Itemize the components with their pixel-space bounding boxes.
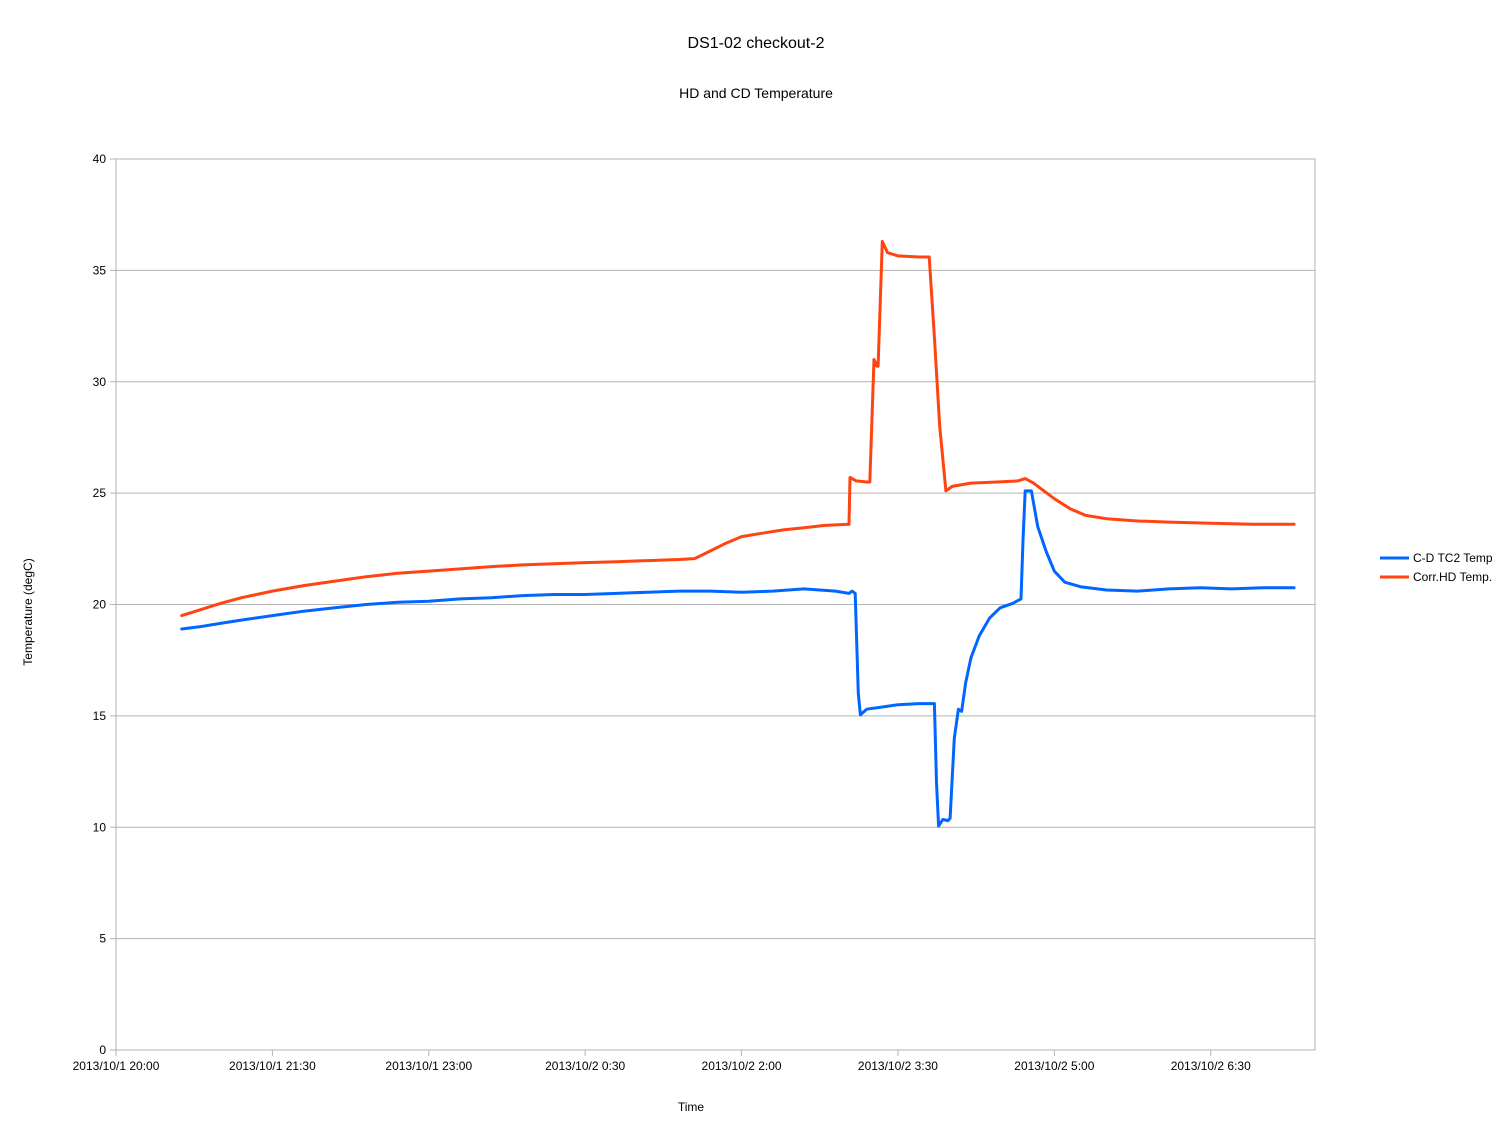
y-tick-label: 35 (93, 263, 107, 277)
y-tick-label: 40 (93, 152, 107, 166)
y-tick-label: 10 (93, 820, 107, 834)
series-line-2 (180, 239, 1296, 618)
y-tick-label: 25 (93, 486, 107, 500)
y-axis-title: Temperature (degC) (21, 558, 35, 665)
y-tick-label: 30 (93, 375, 107, 389)
y-tick-label: 5 (99, 932, 106, 946)
legend-label: Corr.HD Temp. (1413, 570, 1492, 584)
legend-label: C-D TC2 Temp (1413, 551, 1493, 565)
y-tick-label: 0 (99, 1043, 106, 1057)
x-axis-title: Time (678, 1100, 705, 1114)
legend: C-D TC2 Temp Corr.HD Temp. (1380, 551, 1493, 584)
gridlines (116, 269, 1315, 940)
x-axis: 2013/10/1 20:00 2013/10/1 21:30 2013/10/1 … (73, 1050, 1251, 1073)
x-tick-label: 2013/10/2 6:30 (1171, 1059, 1251, 1073)
x-tick-label: 2013/10/1 21:30 (229, 1059, 316, 1073)
series-line-1 (180, 489, 1296, 828)
series-lines (180, 239, 1296, 828)
chart-subtitle: HD and CD Temperature (679, 85, 833, 101)
x-tick-label: 2013/10/2 0:30 (545, 1059, 625, 1073)
x-tick-label: 2013/10/1 20:00 (73, 1059, 160, 1073)
x-tick-label: 2013/10/2 3:30 (858, 1059, 938, 1073)
y-tick-label: 15 (93, 709, 107, 723)
x-tick-label: 2013/10/2 2:00 (702, 1059, 782, 1073)
chart-title: DS1-02 checkout-2 (688, 35, 825, 52)
x-tick-label: 2013/10/2 5:00 (1014, 1059, 1094, 1073)
y-tick-label: 20 (93, 598, 107, 612)
y-axis: 0 5 10 15 20 25 30 35 40 (93, 152, 116, 1057)
x-tick-label: 2013/10/1 23:00 (385, 1059, 472, 1073)
